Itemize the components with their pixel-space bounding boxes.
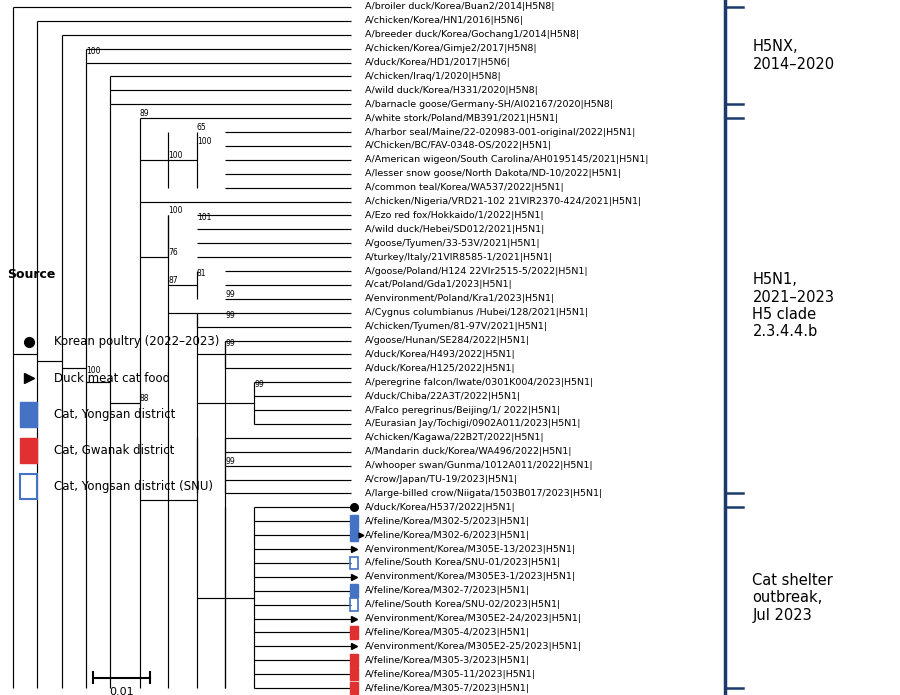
- Text: 100: 100: [168, 206, 183, 215]
- Text: A/chicken/Tyumen/81-97V/2021|H5N1|: A/chicken/Tyumen/81-97V/2021|H5N1|: [364, 322, 548, 331]
- Text: A/feline/Korea/M305-11/2023|H5N1|: A/feline/Korea/M305-11/2023|H5N1|: [364, 670, 536, 678]
- Text: A/Ezo red fox/Hokkaido/1/2022|H5N1|: A/Ezo red fox/Hokkaido/1/2022|H5N1|: [364, 211, 544, 220]
- Text: A/feline/Korea/M302-6/2023|H5N1|: A/feline/Korea/M302-6/2023|H5N1|: [364, 531, 530, 539]
- Text: 100: 100: [168, 151, 183, 160]
- Text: A/wild duck/Hebei/SD012/2021|H5N1|: A/wild duck/Hebei/SD012/2021|H5N1|: [364, 225, 544, 234]
- Text: A/broiler duck/Korea/Buan2/2014|H5N8|: A/broiler duck/Korea/Buan2/2014|H5N8|: [364, 3, 554, 11]
- Text: A/Mandarin duck/Korea/WA496/2022|H5N1|: A/Mandarin duck/Korea/WA496/2022|H5N1|: [364, 448, 572, 456]
- Text: A/duck/Chiba/22A3T/2022|H5N1|: A/duck/Chiba/22A3T/2022|H5N1|: [364, 392, 521, 400]
- Bar: [350, 668, 358, 680]
- Text: A/environment/Korea/M305E2-25/2023|H5N1|: A/environment/Korea/M305E2-25/2023|H5N1|: [364, 642, 582, 651]
- Text: A/breeder duck/Korea/Gochang1/2014|H5N8|: A/breeder duck/Korea/Gochang1/2014|H5N8|: [364, 31, 579, 39]
- Text: A/white stork/Poland/MB391/2021|H5N1|: A/white stork/Poland/MB391/2021|H5N1|: [364, 114, 558, 122]
- Text: A/feline/Korea/M305-4/2023|H5N1|: A/feline/Korea/M305-4/2023|H5N1|: [364, 628, 530, 637]
- Text: A/goose/Tyumen/33-53V/2021|H5N1|: A/goose/Tyumen/33-53V/2021|H5N1|: [364, 239, 541, 247]
- Text: A/duck/Korea/H537/2022|H5N1|: A/duck/Korea/H537/2022|H5N1|: [364, 503, 516, 512]
- Text: 0.01: 0.01: [109, 687, 134, 695]
- Text: 99: 99: [225, 311, 235, 320]
- Text: A/cat/Poland/Gda1/2023|H5N1|: A/cat/Poland/Gda1/2023|H5N1|: [364, 281, 513, 289]
- Bar: [350, 682, 358, 694]
- Text: 100: 100: [86, 366, 101, 375]
- Text: A/feline/Korea/M302-7/2023|H5N1|: A/feline/Korea/M302-7/2023|H5N1|: [364, 587, 530, 595]
- Text: H5N1,
2021–2023
H5 clade
2.3.4.4.b: H5N1, 2021–2023 H5 clade 2.3.4.4.b: [752, 272, 834, 339]
- Text: A/Cygnus columbianus /Hubei/128/2021|H5N1|: A/Cygnus columbianus /Hubei/128/2021|H5N…: [364, 309, 588, 317]
- Text: 76: 76: [168, 248, 178, 257]
- Text: A/feline/Korea/M305-3/2023|H5N1|: A/feline/Korea/M305-3/2023|H5N1|: [364, 656, 530, 664]
- Text: Cat, Yongsan district: Cat, Yongsan district: [54, 408, 175, 420]
- Bar: [350, 529, 358, 541]
- Text: A/turkey/Italy/21VIR8585-1/2021|H5N1|: A/turkey/Italy/21VIR8585-1/2021|H5N1|: [364, 253, 554, 261]
- Text: Source: Source: [7, 268, 56, 281]
- Bar: [350, 584, 358, 597]
- Text: A/American wigeon/South Carolina/AH0195145/2021|H5N1|: A/American wigeon/South Carolina/AH01951…: [364, 156, 648, 164]
- Text: A/goose/Poland/H124 22VIr2515-5/2022|H5N1|: A/goose/Poland/H124 22VIr2515-5/2022|H5N…: [364, 267, 588, 275]
- Bar: [350, 626, 358, 639]
- Text: A/goose/Hunan/SE284/2022|H5N1|: A/goose/Hunan/SE284/2022|H5N1|: [364, 336, 530, 345]
- Text: A/environment/Korea/M305E3-1/2023|H5N1|: A/environment/Korea/M305E3-1/2023|H5N1|: [364, 573, 576, 581]
- Text: 100: 100: [197, 137, 211, 146]
- Bar: [350, 515, 358, 528]
- Text: Korean poultry (2022–2023): Korean poultry (2022–2023): [54, 336, 219, 348]
- Text: A/peregrine falcon/Iwate/0301K004/2023|H5N1|: A/peregrine falcon/Iwate/0301K004/2023|H…: [364, 378, 593, 386]
- Text: A/chicken/Korea/HN1/2016|H5N6|: A/chicken/Korea/HN1/2016|H5N6|: [364, 17, 524, 25]
- Text: A/barnacle goose/Germany-SH/AI02167/2020|H5N8|: A/barnacle goose/Germany-SH/AI02167/2020…: [364, 100, 613, 108]
- Text: Cat shelter
outbreak,
Jul 2023: Cat shelter outbreak, Jul 2023: [752, 573, 833, 623]
- Text: H5NX,
2014–2020: H5NX, 2014–2020: [752, 40, 834, 72]
- Text: 81: 81: [197, 269, 206, 278]
- Text: A/Falco peregrinus/Beijing/1/ 2022|H5N1|: A/Falco peregrinus/Beijing/1/ 2022|H5N1|: [364, 406, 560, 414]
- Text: A/chicken/Korea/Gimje2/2017|H5N8|: A/chicken/Korea/Gimje2/2017|H5N8|: [364, 44, 537, 53]
- Text: A/duck/Korea/H125/2022|H5N1|: A/duck/Korea/H125/2022|H5N1|: [364, 364, 516, 373]
- Text: A/harbor seal/Maine/22-020983-001-original/2022|H5N1|: A/harbor seal/Maine/22-020983-001-origin…: [364, 128, 635, 136]
- Text: 65: 65: [197, 123, 206, 132]
- Text: A/duck/Korea/HD1/2017|H5N6|: A/duck/Korea/HD1/2017|H5N6|: [364, 58, 511, 67]
- Text: A/duck/Korea/H493/2022|H5N1|: A/duck/Korea/H493/2022|H5N1|: [364, 350, 516, 359]
- Bar: [20, 402, 37, 427]
- Text: 89: 89: [140, 109, 149, 118]
- Text: A/wild duck/Korea/H331/2020|H5N8|: A/wild duck/Korea/H331/2020|H5N8|: [364, 86, 538, 95]
- Bar: [350, 598, 358, 611]
- Text: A/feline/Korea/M305-7/2023|H5N1|: A/feline/Korea/M305-7/2023|H5N1|: [364, 684, 530, 692]
- Text: 87: 87: [168, 276, 178, 285]
- Text: A/Eurasian Jay/Tochigi/0902A011/2023|H5N1|: A/Eurasian Jay/Tochigi/0902A011/2023|H5N…: [364, 420, 580, 428]
- Text: A/lesser snow goose/North Dakota/ND-10/2022|H5N1|: A/lesser snow goose/North Dakota/ND-10/2…: [364, 170, 621, 178]
- Text: 101: 101: [197, 213, 211, 222]
- Text: A/feline/South Korea/SNU-01/2023|H5N1|: A/feline/South Korea/SNU-01/2023|H5N1|: [364, 559, 560, 567]
- Text: 99: 99: [225, 290, 235, 299]
- Text: A/common teal/Korea/WA537/2022|H5N1|: A/common teal/Korea/WA537/2022|H5N1|: [364, 183, 563, 192]
- Text: Cat, Gwanak district: Cat, Gwanak district: [54, 444, 174, 457]
- Text: 99: 99: [225, 457, 235, 466]
- Text: A/chicken/Kagawa/22B2T/2022|H5N1|: A/chicken/Kagawa/22B2T/2022|H5N1|: [364, 434, 544, 442]
- Bar: [350, 557, 358, 569]
- Text: A/chicken/Nigeria/VRD21-102 21VIR2370-424/2021|H5N1|: A/chicken/Nigeria/VRD21-102 21VIR2370-42…: [364, 197, 641, 206]
- Text: A/feline/South Korea/SNU-02/2023|H5N1|: A/feline/South Korea/SNU-02/2023|H5N1|: [364, 600, 560, 609]
- Text: A/Chicken/BC/FAV-0348-OS/2022|H5N1|: A/Chicken/BC/FAV-0348-OS/2022|H5N1|: [364, 142, 553, 150]
- Text: A/feline/Korea/M302-5/2023|H5N1|: A/feline/Korea/M302-5/2023|H5N1|: [364, 517, 530, 525]
- Text: Cat, Yongsan district (SNU): Cat, Yongsan district (SNU): [54, 480, 212, 493]
- Text: 99: 99: [225, 338, 235, 348]
- Text: A/crow/Japan/TU-19/2023|H5N1|: A/crow/Japan/TU-19/2023|H5N1|: [364, 475, 518, 484]
- Bar: [20, 438, 37, 463]
- Text: A/environment/Korea/M305E-13/2023|H5N1|: A/environment/Korea/M305E-13/2023|H5N1|: [364, 545, 576, 553]
- Bar: [20, 474, 37, 499]
- Text: A/large-billed crow/Niigata/1503B017/2023|H5N1|: A/large-billed crow/Niigata/1503B017/202…: [364, 489, 602, 498]
- Text: 99: 99: [254, 380, 264, 389]
- Bar: [350, 654, 358, 667]
- Text: A/whooper swan/Gunma/1012A011/2022|H5N1|: A/whooper swan/Gunma/1012A011/2022|H5N1|: [364, 461, 592, 470]
- Text: A/chicken/Iraq/1/2020|H5N8|: A/chicken/Iraq/1/2020|H5N8|: [364, 72, 501, 81]
- Text: Duck meat cat food: Duck meat cat food: [54, 372, 170, 384]
- Text: 100: 100: [86, 47, 101, 56]
- Text: 88: 88: [140, 394, 149, 403]
- Text: A/environment/Korea/M305E2-24/2023|H5N1|: A/environment/Korea/M305E2-24/2023|H5N1|: [364, 614, 582, 623]
- Text: A/environment/Poland/Kra1/2023|H5N1|: A/environment/Poland/Kra1/2023|H5N1|: [364, 295, 555, 303]
